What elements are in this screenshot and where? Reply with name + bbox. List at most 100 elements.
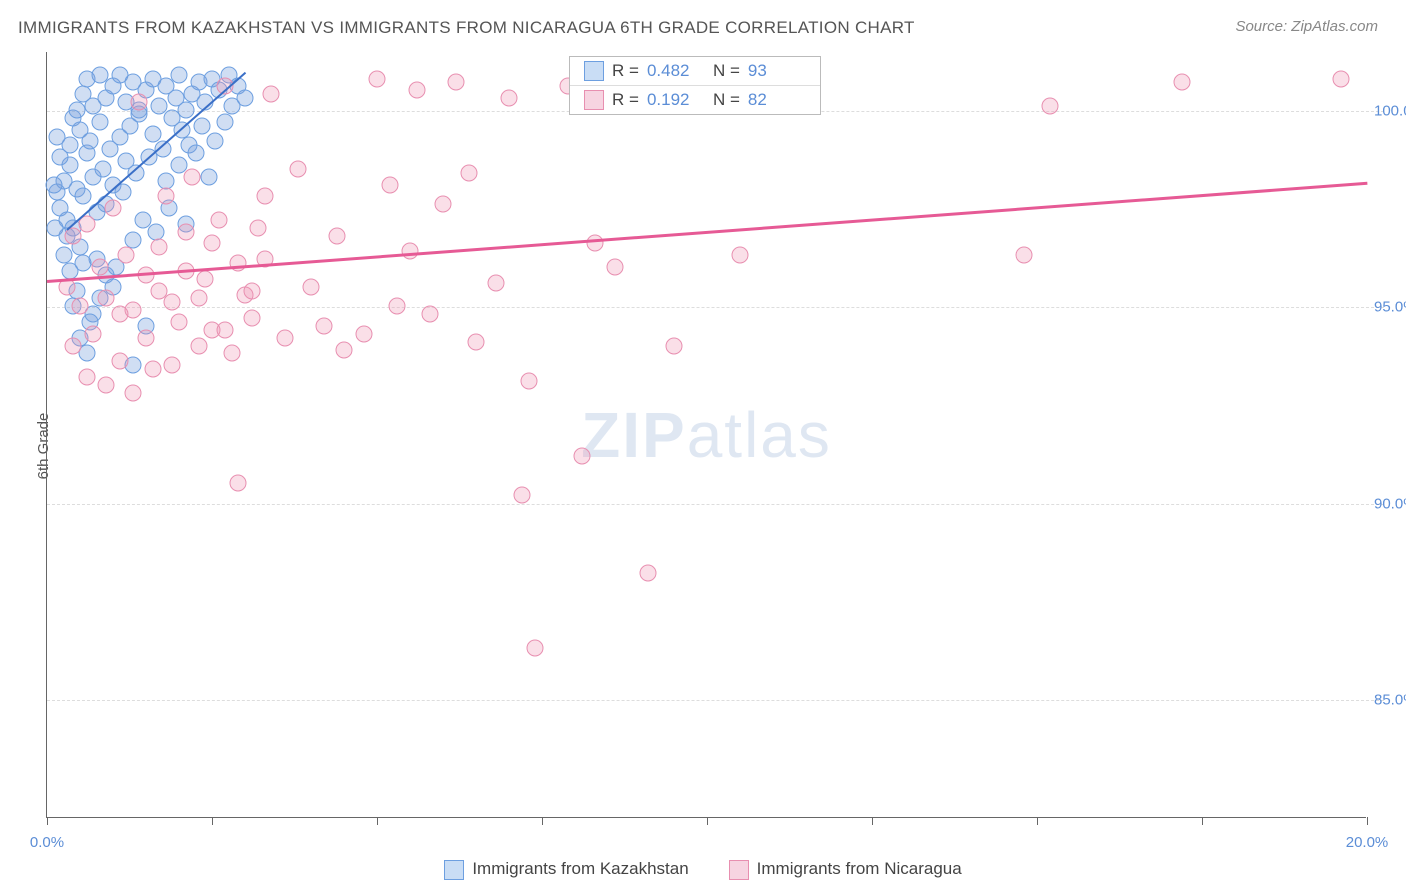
data-point xyxy=(217,113,234,130)
data-point xyxy=(303,278,320,295)
plot-area: ZIPatlas 85.0%90.0%95.0%100.0%0.0%20.0% xyxy=(46,52,1366,818)
data-point xyxy=(336,341,353,358)
series-legend: Immigrants from Kazakhstan Immigrants fro… xyxy=(0,859,1406,880)
data-point xyxy=(78,369,95,386)
data-point xyxy=(91,259,108,276)
data-point xyxy=(85,325,102,342)
source-label: Source: ZipAtlas.com xyxy=(1235,18,1378,35)
data-point xyxy=(461,164,478,181)
y-tick-label: 85.0% xyxy=(1374,692,1406,709)
data-point xyxy=(263,86,280,103)
data-point xyxy=(586,235,603,252)
x-tick-label: 0.0% xyxy=(30,834,64,851)
x-tick xyxy=(212,817,213,825)
data-point xyxy=(276,329,293,346)
chart-title: IMMIGRANTS FROM KAZAKHSTAN VS IMMIGRANTS… xyxy=(18,18,915,38)
data-point xyxy=(151,239,168,256)
legend-label: Immigrants from Nicaragua xyxy=(757,859,962,878)
data-point xyxy=(527,640,544,657)
data-point xyxy=(171,314,188,331)
correlation-legend: R =0.482N =93R =0.192N =82 xyxy=(569,56,821,115)
data-point xyxy=(111,306,128,323)
data-point xyxy=(369,70,386,87)
x-tick xyxy=(1367,817,1368,825)
data-point xyxy=(402,243,419,260)
y-tick-label: 90.0% xyxy=(1374,495,1406,512)
data-point xyxy=(190,290,207,307)
legend-n-value: 93 xyxy=(748,61,806,81)
data-point xyxy=(46,219,63,236)
legend-label: Immigrants from Kazakhstan xyxy=(472,859,688,878)
legend-swatch xyxy=(729,860,749,880)
data-point xyxy=(329,227,346,244)
data-point xyxy=(1332,70,1349,87)
x-tick xyxy=(542,817,543,825)
data-point xyxy=(487,274,504,291)
data-point xyxy=(72,298,89,315)
x-tick xyxy=(707,817,708,825)
data-point xyxy=(520,372,537,389)
data-point xyxy=(421,306,438,323)
data-point xyxy=(355,325,372,342)
data-point xyxy=(124,231,141,248)
data-point xyxy=(243,282,260,299)
legend-n-label: N = xyxy=(713,61,740,81)
data-point xyxy=(204,235,221,252)
chart-container: IMMIGRANTS FROM KAZAKHSTAN VS IMMIGRANTS… xyxy=(0,0,1406,892)
data-point xyxy=(187,145,204,162)
gridline xyxy=(47,504,1384,505)
legend-swatch xyxy=(584,61,604,81)
data-point xyxy=(194,117,211,134)
legend-r-value: 0.192 xyxy=(647,90,705,110)
data-point xyxy=(230,475,247,492)
data-point xyxy=(256,188,273,205)
data-point xyxy=(732,247,749,264)
legend-n-label: N = xyxy=(713,90,740,110)
legend-swatch xyxy=(444,860,464,880)
x-tick xyxy=(1037,817,1038,825)
data-point xyxy=(157,172,174,189)
data-point xyxy=(105,200,122,217)
data-point xyxy=(243,310,260,327)
data-point xyxy=(177,101,194,118)
data-point xyxy=(408,82,425,99)
data-point xyxy=(639,565,656,582)
gridline xyxy=(47,307,1384,308)
data-point xyxy=(118,247,135,264)
data-point xyxy=(91,113,108,130)
y-tick-label: 100.0% xyxy=(1374,102,1406,119)
data-point xyxy=(237,90,254,107)
data-point xyxy=(65,337,82,354)
trend-line xyxy=(47,182,1367,283)
y-tick-label: 95.0% xyxy=(1374,299,1406,316)
watermark: ZIPatlas xyxy=(581,398,832,472)
data-point xyxy=(514,486,531,503)
data-point xyxy=(45,176,62,193)
data-point xyxy=(200,168,217,185)
data-point xyxy=(1015,247,1032,264)
data-point xyxy=(382,176,399,193)
data-point xyxy=(157,188,174,205)
data-point xyxy=(501,90,518,107)
data-point xyxy=(164,357,181,374)
legend-row: R =0.192N =82 xyxy=(570,86,820,114)
data-point xyxy=(131,94,148,111)
data-point xyxy=(1042,98,1059,115)
data-point xyxy=(138,329,155,346)
x-tick xyxy=(1202,817,1203,825)
data-point xyxy=(316,317,333,334)
data-point xyxy=(289,160,306,177)
data-point xyxy=(171,66,188,83)
legend-swatch xyxy=(584,90,604,110)
data-point xyxy=(197,270,214,287)
data-point xyxy=(75,255,92,272)
data-point xyxy=(164,294,181,311)
legend-r-value: 0.482 xyxy=(647,61,705,81)
x-tick xyxy=(872,817,873,825)
data-point xyxy=(468,333,485,350)
data-point xyxy=(217,321,234,338)
data-point xyxy=(95,160,112,177)
data-point xyxy=(55,247,72,264)
legend-row: R =0.482N =93 xyxy=(570,57,820,86)
x-tick xyxy=(377,817,378,825)
